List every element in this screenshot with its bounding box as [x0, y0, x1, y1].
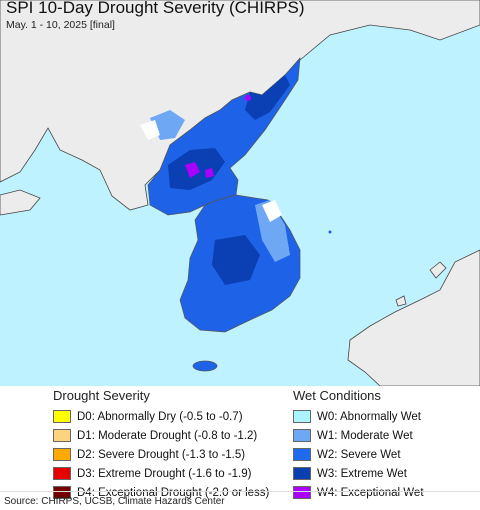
drought-map	[0, 0, 480, 386]
legend-item-d2: D2: Severe Drought (-1.3 to -1.5)	[53, 445, 269, 464]
legend-item-d3: D3: Extreme Drought (-1.6 to -1.9)	[53, 464, 269, 483]
legend-drought-title: Drought Severity	[53, 388, 150, 403]
japan-islands	[395, 261, 447, 307]
exceptional-wet-spot-north	[245, 95, 251, 101]
nk-extreme-wet-ne	[245, 75, 290, 120]
legend-label-w2: W2: Severe Wet	[317, 448, 401, 461]
swatch-d0	[53, 410, 71, 423]
legend-item-w0: W0: Abnormally Wet	[293, 407, 424, 426]
nk-abnormal-wet-patch	[140, 120, 160, 140]
footer-divider	[0, 491, 480, 492]
legend-label-d0: D0: Abnormally Dry (-0.5 to -0.7)	[77, 410, 243, 423]
japan-land	[347, 249, 480, 386]
legend-label-w4: W4: Exceptional Wet	[317, 486, 424, 499]
swatch-d3	[53, 467, 71, 480]
source-credit: Source: CHIRPS, UCSB, Climate Hazards Ce…	[4, 496, 225, 507]
map-subtitle: May. 1 - 10, 2025 [final]	[6, 19, 115, 31]
swatch-w2	[293, 448, 311, 461]
legend-label-d1: D1: Moderate Drought (-0.8 to -1.2)	[77, 429, 258, 442]
swatch-w0	[293, 410, 311, 423]
legend-label-w1: W1: Moderate Wet	[317, 429, 413, 442]
jeju-island	[192, 360, 218, 372]
sk-moderate-wet-east	[255, 200, 290, 262]
swatch-d1	[53, 429, 71, 442]
legend-wet-title: Wet Conditions	[293, 388, 381, 403]
legend-label-d4: D4: Exceptional Drought (-2.0 or less)	[77, 486, 270, 499]
ulleung-island	[328, 230, 332, 234]
swatch-w3	[293, 467, 311, 480]
shandong-peninsula	[0, 189, 41, 216]
legend-wet: Wet Conditions W0: Abnormally Wet W1: Mo…	[293, 388, 424, 502]
swatch-w4	[293, 486, 311, 499]
swatch-w1	[293, 429, 311, 442]
swatch-d2	[53, 448, 71, 461]
legend-item-w4: W4: Exceptional Wet	[293, 483, 424, 502]
legend-drought: Drought Severity D0: Abnormally Dry (-0.…	[53, 388, 269, 502]
legend-item-d4: D4: Exceptional Drought (-2.0 or less)	[53, 483, 269, 502]
legend-item-d1: D1: Moderate Drought (-0.8 to -1.2)	[53, 426, 269, 445]
legend-item-w3: W3: Extreme Wet	[293, 464, 424, 483]
map-title: SPI 10-Day Drought Severity (CHIRPS)	[6, 0, 305, 17]
legend-label-d3: D3: Extreme Drought (-1.6 to -1.9)	[77, 467, 252, 480]
sk-extreme-wet-center	[212, 235, 260, 285]
legend-label-d2: D2: Severe Drought (-1.3 to -1.5)	[77, 448, 246, 461]
legend-item-d0: D0: Abnormally Dry (-0.5 to -0.7)	[53, 407, 269, 426]
legend-label-w3: W3: Extreme Wet	[317, 467, 407, 480]
legend-item-w2: W2: Severe Wet	[293, 445, 424, 464]
legend-label-w0: W0: Abnormally Wet	[317, 410, 421, 423]
exceptional-wet-spot-center	[185, 162, 214, 178]
legend-item-w1: W1: Moderate Wet	[293, 426, 424, 445]
sk-abnormal-wet-patch	[262, 200, 282, 222]
swatch-d4	[53, 486, 71, 499]
